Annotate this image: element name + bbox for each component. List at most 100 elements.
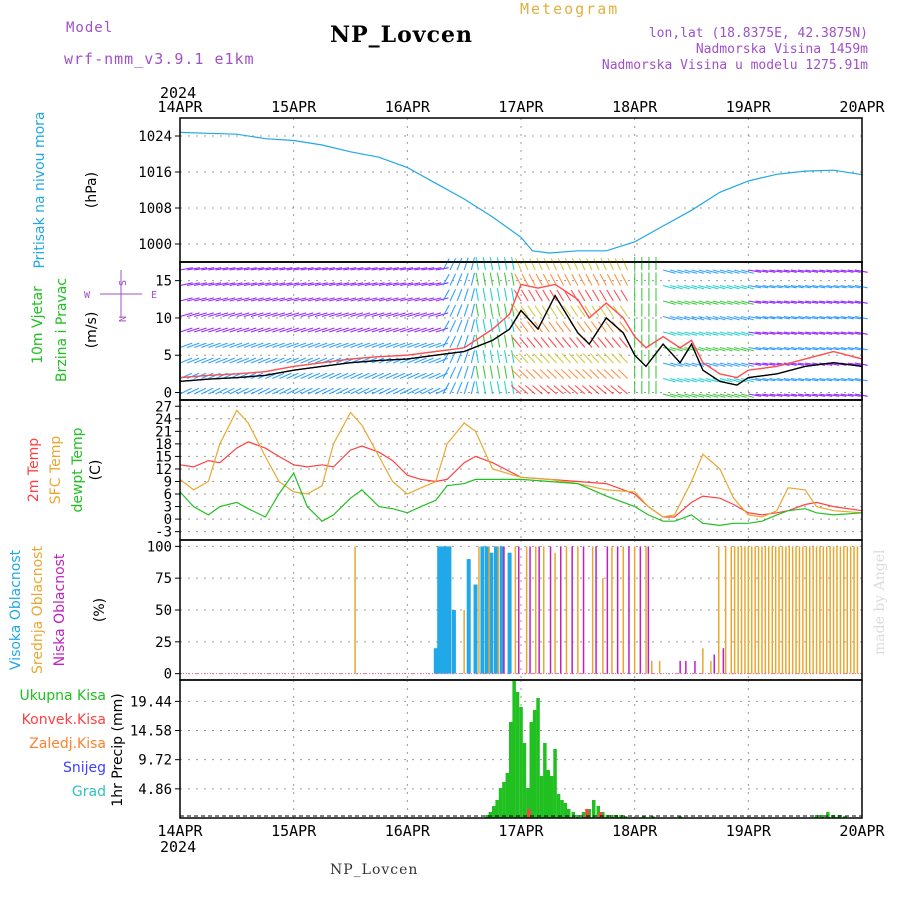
bar [554,552,556,674]
wind-arrow [604,353,614,364]
wind-arrow [847,346,861,351]
wind-arrow [662,284,676,290]
wind-arrow [229,267,243,271]
wind-arrow [321,327,335,333]
wind-arrow [442,304,450,317]
wind-arrow [833,300,847,304]
wind-arrow [378,312,392,318]
wind-arrow [503,365,508,379]
lonlat-info: lon,lat (18.8375E, 42.3875N) [648,26,868,41]
wind-arrow [496,381,501,395]
bar [616,546,619,674]
wind-arrow [350,282,364,287]
wind-arrow [812,331,826,335]
wind-arrow [321,372,335,380]
bar [354,546,356,674]
bar [582,546,585,674]
wind-arrow [662,269,676,274]
wind-arrow [300,372,313,380]
bar [546,770,550,818]
wind-arrow [475,365,479,379]
wind-arrow [449,258,457,271]
wind-arrow [407,357,420,364]
wind-arrow [503,350,508,364]
wind-arrow [604,337,614,348]
bar [757,546,760,674]
wind-arrow [684,393,698,398]
wind-arrow [741,269,754,274]
bar [451,610,456,674]
bar [466,559,471,674]
wind-arrow [378,297,392,302]
wind-arrow [619,321,629,333]
wind-arrow [514,273,522,286]
wind-arrow [407,282,421,287]
bar [488,812,493,818]
wind-arrow [201,267,215,271]
wind-arrow [755,362,769,366]
wind-arrow [812,300,826,304]
wind-arrow [755,331,769,335]
wind-arrow [755,315,769,320]
wind-arrow [201,327,214,333]
bar [473,584,478,674]
wind-arrow [350,387,363,395]
wind-arrow [328,372,342,380]
wind-arrow [257,312,271,318]
wind-arrow [733,284,747,290]
bar [849,546,852,674]
wind-arrow [470,288,476,302]
wind-arrow [769,284,783,289]
wind-arrow [186,372,200,380]
wind-arrow [463,319,469,333]
wind-arrow [705,315,719,321]
wind-arrow [307,312,321,318]
wind-arrow [549,273,557,286]
wind-arrow [705,362,719,367]
wind-arrow [236,282,250,287]
wind-arrow [776,315,790,320]
wind-arrow [179,327,193,333]
wind-arrow [528,273,536,286]
wind-arrow [470,365,476,379]
bar [447,546,452,674]
bar [591,546,594,674]
wind-arrow [286,342,299,349]
wind-arrow [812,315,826,320]
wind-arrow [293,387,306,395]
wind-arrow [208,282,222,287]
wind-arrow [698,377,712,383]
wind-arrow [503,288,508,302]
bar [754,546,756,674]
wind-arrow [619,305,629,317]
wind-arrow [755,377,769,382]
wind-arrow [518,369,529,379]
wind-arrow [421,357,434,364]
wind-arrow [364,372,377,380]
wind-arrow [705,300,719,305]
wind-arrow [208,387,221,395]
wind-arrow [179,312,193,318]
bar [718,546,720,674]
wind-arrow [741,362,754,367]
wind-arrow [790,346,804,351]
x-tick-label-bottom: 15APR [271,822,317,840]
wind-arrow [611,353,621,364]
bar [526,788,530,818]
wind-arrow [599,273,607,286]
wind-arrow [712,315,726,321]
wind-arrow [561,353,572,364]
wind-arrow [741,300,754,305]
wind-arrow [762,377,776,382]
wind-arrow [482,381,487,395]
wind-arrow [482,272,487,286]
y-tick-label: 4.86 [138,782,172,798]
wind-arrow [691,300,705,305]
wind-arrow [201,312,214,318]
bar [733,546,736,674]
bar [512,680,516,818]
wind-arrow [826,393,840,397]
wind-arrow [762,362,776,366]
wind-arrow [329,312,342,318]
bar [826,812,830,818]
